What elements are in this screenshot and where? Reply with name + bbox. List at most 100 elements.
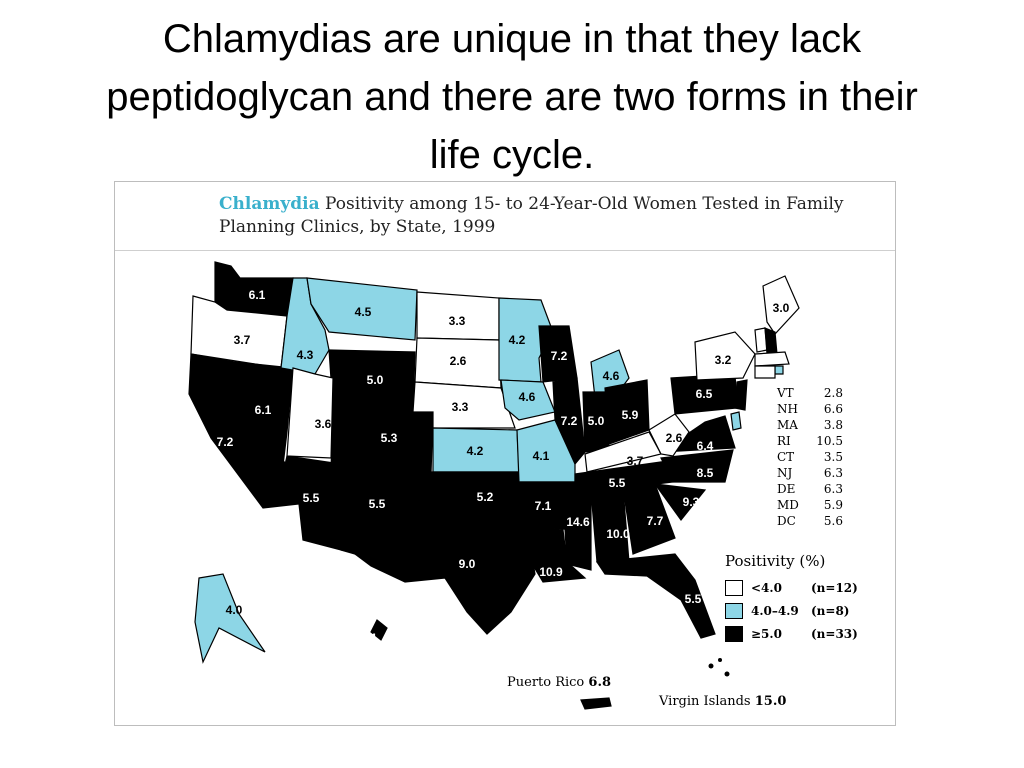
legend-range: 4.0–4.9: [751, 603, 799, 618]
state-mt: [306, 277, 418, 341]
ne-list-row: CT 3.5: [777, 449, 843, 465]
state-value-ne: 3.3: [452, 400, 469, 414]
state-ak: [194, 573, 266, 664]
state-value-il: 7.2: [561, 414, 578, 428]
state-rhode-island: [774, 365, 784, 375]
virgin-islands-shape-3: [724, 671, 730, 677]
state-value-ak: 4.0: [226, 603, 243, 617]
legend-title: Positivity (%): [725, 552, 826, 570]
state-nc: [660, 449, 734, 483]
ne-list-row: MD 5.9: [777, 497, 843, 513]
state-value-id: 4.3: [297, 348, 314, 362]
ne-state-value: 3.8: [823, 418, 843, 432]
state-value-ca: 7.2: [217, 435, 234, 449]
state-value-ms: 14.6: [566, 515, 590, 529]
figure-title-text: Positivity among 15- to 24-Year-Old Wome…: [219, 194, 844, 237]
state-massachusetts: [754, 351, 790, 367]
legend-item: <4.0 (n=12): [725, 576, 858, 599]
legend-count: (n=8): [811, 603, 850, 618]
ne-state-abbr: MD: [777, 498, 799, 512]
legend-count: (n=12): [811, 580, 858, 595]
state-value-mi: 4.6: [603, 369, 620, 383]
ne-list-row: VT 2.8: [777, 385, 843, 401]
ne-state-value: 3.5: [823, 450, 843, 464]
ne-state-value: 10.5: [816, 434, 843, 448]
state-mo: [516, 419, 576, 483]
state-value-wi: 7.2: [551, 349, 568, 363]
state-new-hampshire: [764, 327, 778, 355]
ne-state-abbr: CT: [777, 450, 795, 464]
state-sc: [653, 483, 707, 521]
state-value-me: 3.0: [773, 301, 790, 315]
ne-state-abbr: VT: [777, 386, 794, 400]
state-il: [552, 377, 586, 466]
state-value-fl: 5.5: [685, 592, 702, 606]
state-value-mn: 4.2: [509, 333, 526, 347]
virgin-islands-shape-1: [708, 663, 714, 669]
ne-list-row: DC 5.6: [777, 513, 843, 529]
ne-list-row: RI 10.5: [777, 433, 843, 449]
state-value-hi: 6.1: [361, 631, 378, 645]
figure-title-accent: Chlamydia: [219, 194, 320, 214]
state-value-la: 10.9: [539, 565, 563, 579]
figure-title: Chlamydia Positivity among 15- to 24-Yea…: [219, 193, 859, 239]
state-value-al: 10.0: [606, 527, 630, 541]
virgin-islands-label: Virgin Islands 15.0: [659, 694, 786, 709]
ne-state-value: 5.6: [823, 514, 843, 528]
state-value-nd: 3.3: [449, 314, 466, 328]
virgin-islands-value: 15.0: [754, 694, 787, 709]
map-legend: Positivity (%) <4.0 (n=12) 4.0–4.9 (n=8) ≥5.…: [725, 552, 858, 645]
puerto-rico-label: Puerto Rico 6.8: [507, 675, 611, 690]
northeast-values-list: VT 2.8 NH 6.6 MA 3.8 RI 10.5 CT 3.5 NJ 6.3 DE 6.3 MD 5.…: [777, 385, 843, 529]
state-value-nv: 6.1: [255, 403, 272, 417]
state-value-ks: 4.2: [467, 444, 484, 458]
state-wv: [648, 413, 690, 457]
state-ut: [286, 367, 334, 459]
ne-state-value: 2.8: [823, 386, 843, 400]
state-hi: [370, 619, 388, 641]
legend-count: (n=33): [811, 626, 858, 641]
legend-swatch: [725, 579, 743, 596]
legend-item: ≥5.0 (n=33): [725, 622, 858, 645]
state-ga: [622, 483, 676, 555]
state-ia: [500, 379, 556, 421]
state-value-va: 6.4: [697, 439, 714, 453]
figure-divider: [115, 250, 895, 251]
state-value-wy: 5.0: [367, 373, 384, 387]
state-value-nm: 5.5: [369, 497, 386, 511]
state-delaware: [730, 411, 742, 431]
state-ny: [694, 331, 756, 381]
state-value-ky: 3.7: [627, 454, 644, 468]
state-value-az: 5.5: [303, 491, 320, 505]
state-connecticut: [754, 365, 776, 379]
puerto-rico-value: 6.8: [588, 675, 612, 690]
state-value-mo: 4.1: [533, 449, 550, 463]
state-value-sc: 9.3: [683, 495, 700, 509]
state-value-co: 5.3: [381, 431, 398, 445]
state-fl: [595, 553, 716, 639]
state-me: [762, 275, 800, 335]
state-value-sd: 2.6: [450, 354, 467, 368]
ne-list-row: DE 6.3: [777, 481, 843, 497]
state-value-ar: 7.1: [535, 499, 552, 513]
puerto-rico-name: Puerto Rico: [507, 675, 585, 690]
ne-state-abbr: NJ: [777, 466, 793, 480]
legend-range: ≥5.0: [751, 626, 782, 641]
state-value-oh: 5.9: [622, 408, 639, 422]
state-value-in: 5.0: [588, 414, 605, 428]
state-value-tx: 9.0: [459, 557, 476, 571]
ne-state-value: 6.3: [823, 482, 843, 496]
ne-state-value: 5.9: [823, 498, 843, 512]
slide-title: Chlamydias are unique in that they lack …: [106, 17, 918, 177]
state-value-pa: 6.5: [696, 387, 713, 401]
state-value-ny: 3.2: [715, 353, 732, 367]
legend-item: 4.0–4.9 (n=8): [725, 599, 858, 622]
state-al: [590, 487, 630, 563]
state-value-wa: 6.1: [249, 288, 266, 302]
ne-state-abbr: DE: [777, 482, 796, 496]
state-value-nc: 8.5: [697, 466, 714, 480]
ne-state-abbr: MA: [777, 418, 798, 432]
map-figure: Chlamydia Positivity among 15- to 24-Yea…: [114, 181, 896, 726]
virgin-islands-name: Virgin Islands: [659, 694, 751, 709]
state-value-ia: 4.6: [519, 390, 536, 404]
